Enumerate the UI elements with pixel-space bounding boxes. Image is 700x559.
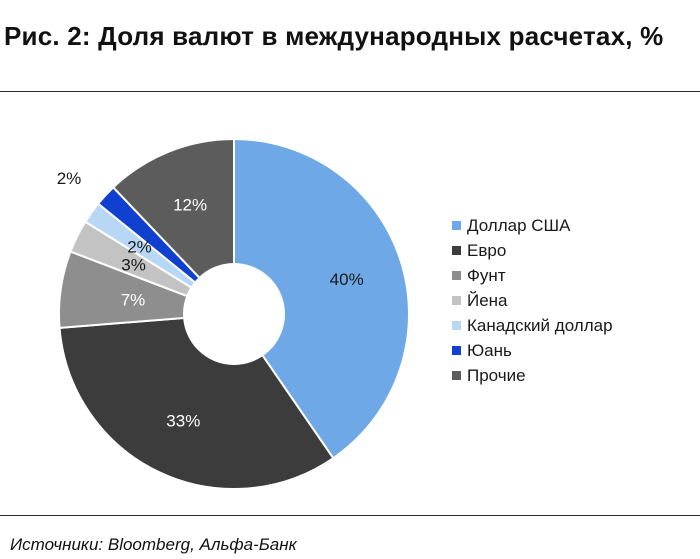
legend-swatch (452, 346, 461, 355)
legend-label: Юань (467, 340, 512, 360)
legend-swatch (452, 321, 461, 330)
legend-item-euro: Евро (452, 238, 613, 263)
legend-item-yen: Йена (452, 288, 613, 313)
slice-value-label: 33% (166, 412, 200, 431)
legend-label: Прочие (467, 365, 526, 385)
doughnut-hole (183, 263, 285, 365)
slice-value-label: 7% (121, 291, 146, 310)
slice-value-label: 2% (57, 169, 82, 188)
legend-swatch (452, 221, 461, 230)
legend-item-dollar: Доллар США (452, 213, 613, 238)
legend-label: Йена (467, 290, 508, 310)
legend-label: Евро (467, 240, 507, 260)
chart-title: Рис. 2: Доля валют в международных расче… (4, 21, 664, 51)
legend-label: Фунт (467, 265, 506, 285)
slice-value-label: 3% (121, 255, 146, 274)
legend-swatch (452, 371, 461, 380)
slice-value-label: 12% (173, 196, 207, 215)
pie-slice (233, 137, 410, 460)
slice-value-label: 2% (127, 238, 152, 257)
pie-slice (111, 137, 235, 317)
legend-item-other: Прочие (452, 363, 613, 388)
legend-item-yuan: Юань (452, 338, 613, 363)
chart-legend: Доллар США Евро Фунт Йена Канадский долл… (452, 213, 613, 388)
pie-slice (58, 312, 335, 490)
legend-item-cad: Канадский доллар (452, 313, 613, 338)
legend-swatch (452, 271, 461, 280)
legend-item-pound: Фунт (452, 263, 613, 288)
bottom-divider (0, 515, 700, 516)
legend-label: Канадский доллар (467, 315, 613, 335)
doughnut-chart: 40%33%7%3%2%2%12% (57, 137, 410, 490)
legend-label: Доллар США (467, 215, 571, 235)
legend-swatch (452, 296, 461, 305)
source-note: Источники: Bloomberg, Альфа-Банк (10, 535, 297, 554)
top-divider (0, 91, 700, 92)
slice-value-label: 40% (330, 270, 364, 289)
legend-swatch (452, 246, 461, 255)
